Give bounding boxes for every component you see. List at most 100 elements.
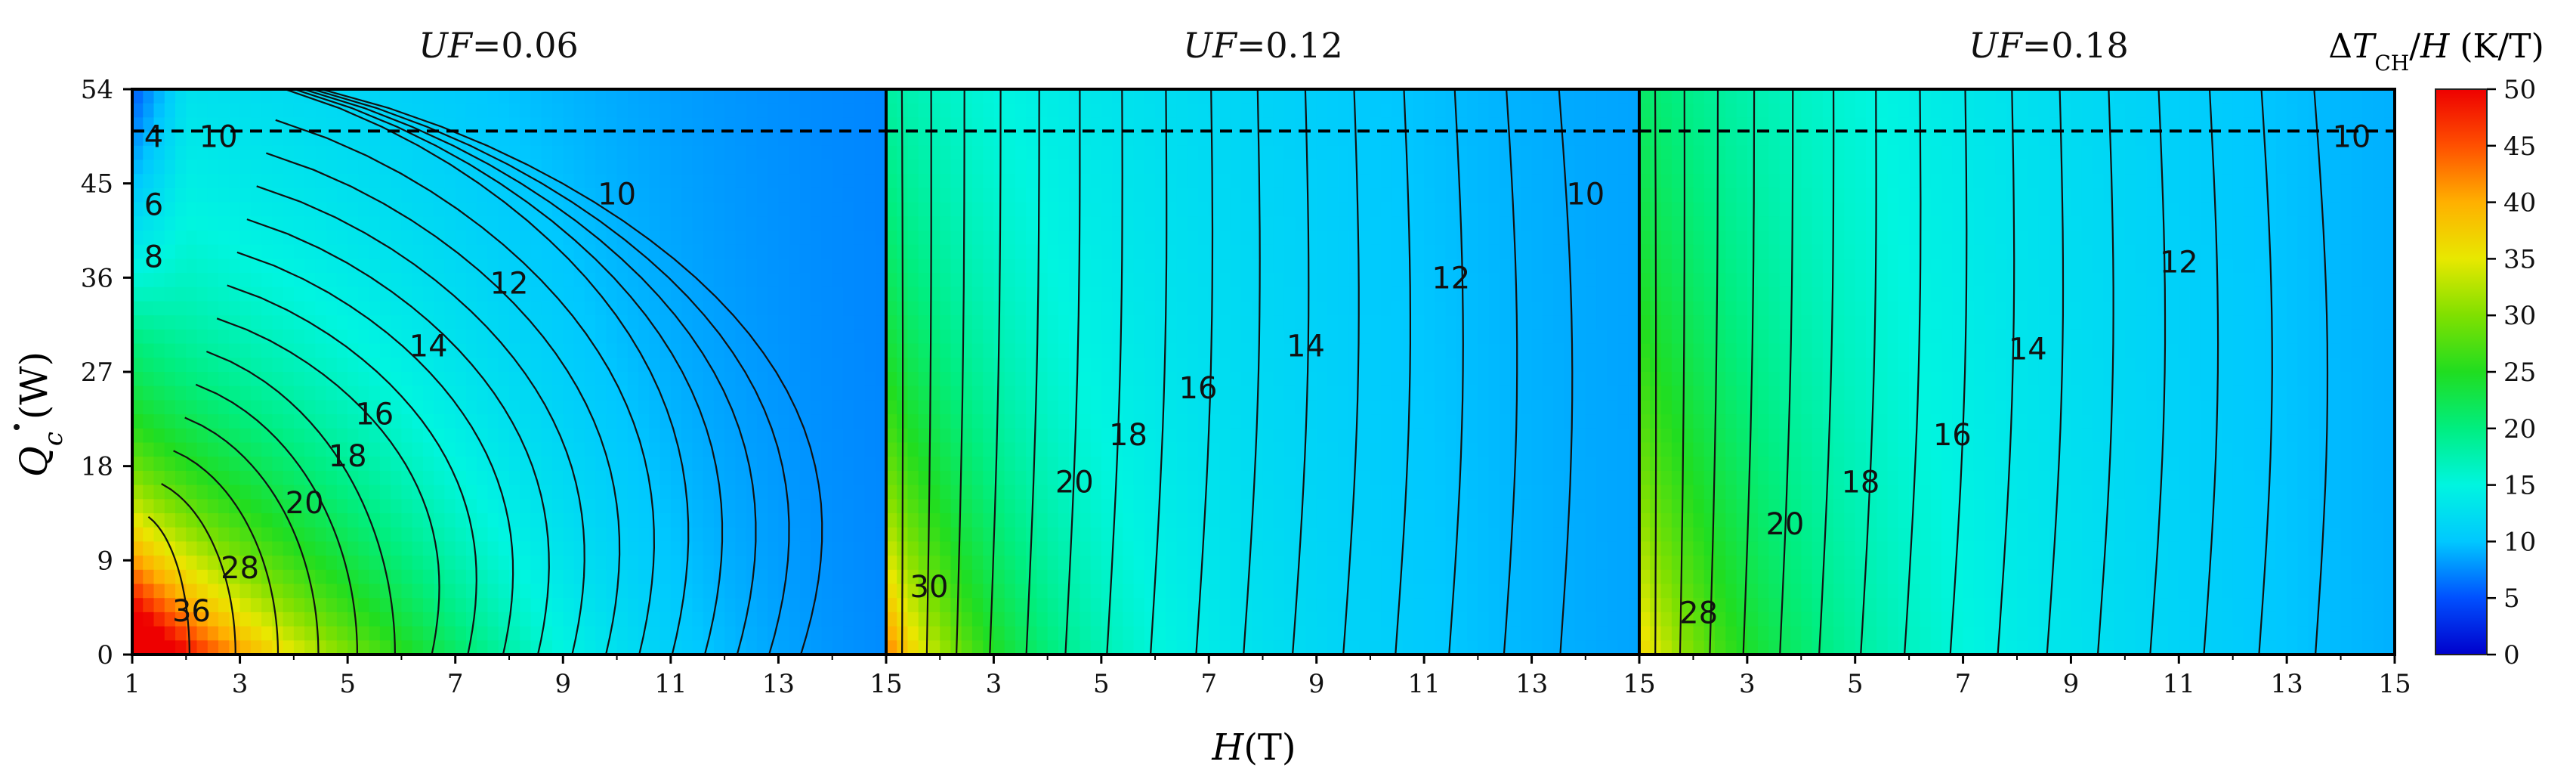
heat-cell xyxy=(703,145,715,161)
heat-cell xyxy=(983,457,995,472)
heat-cell xyxy=(713,513,725,528)
heat-cell xyxy=(434,117,446,132)
heat-cell xyxy=(1252,273,1264,288)
heat-cell xyxy=(1283,442,1296,457)
heat-cell xyxy=(218,132,230,147)
heat-cell xyxy=(196,286,208,302)
heat-cell xyxy=(1004,174,1016,189)
heat-cell xyxy=(143,414,155,429)
heat-cell xyxy=(1273,499,1285,514)
heat-cell xyxy=(670,315,682,330)
heat-cell xyxy=(1069,244,1081,260)
heat-cell xyxy=(638,513,650,528)
heat-cell xyxy=(1112,174,1124,189)
heat-cell xyxy=(918,117,930,132)
heat-cell xyxy=(412,89,424,104)
heat-cell xyxy=(186,442,198,457)
heat-cell xyxy=(573,414,585,429)
heat-cell xyxy=(164,470,176,486)
heat-cell xyxy=(1155,301,1167,316)
heat-cell xyxy=(993,598,1005,613)
heat-cell xyxy=(649,273,661,288)
heat-cell xyxy=(1166,527,1178,543)
heat-cell xyxy=(842,145,855,161)
heat-cell xyxy=(1348,286,1361,302)
heat-cell xyxy=(1166,329,1178,345)
heat-cell xyxy=(1338,541,1350,556)
heat-cell xyxy=(638,372,650,387)
heat-cell xyxy=(1080,273,1092,288)
heat-cell xyxy=(358,358,370,373)
heat-cell xyxy=(379,315,391,330)
heat-cell xyxy=(132,301,144,316)
heat-cell xyxy=(315,541,327,556)
heat-cell xyxy=(983,103,995,119)
heat-cell xyxy=(379,626,391,642)
heat-cell xyxy=(1445,414,1457,429)
heat-cell xyxy=(272,89,284,104)
heat-cell xyxy=(735,584,747,599)
heat-cell xyxy=(164,286,176,302)
heat-cell xyxy=(1176,640,1188,655)
heat-cell xyxy=(1359,244,1371,260)
heat-cell xyxy=(692,499,704,514)
heat-cell xyxy=(164,527,176,543)
heat-cell xyxy=(1381,414,1393,429)
heat-cell xyxy=(498,244,510,260)
heat-cell xyxy=(1155,640,1167,655)
heat-cell xyxy=(477,598,489,613)
heat-cell xyxy=(595,527,607,543)
heat-cell xyxy=(552,244,564,260)
heat-cell xyxy=(1166,640,1178,655)
heat-cell xyxy=(595,499,607,514)
heat-cell xyxy=(455,598,467,613)
heat-cell xyxy=(1187,202,1199,218)
heat-cell xyxy=(196,513,208,528)
heat-cell xyxy=(132,541,144,556)
heat-cell xyxy=(864,414,876,429)
heat-cell xyxy=(552,442,564,457)
heat-cell xyxy=(1187,286,1199,302)
heat-cell xyxy=(1004,499,1016,514)
heat-cell xyxy=(1133,301,1145,316)
heat-cell xyxy=(143,202,155,218)
heat-cell xyxy=(455,611,467,627)
heat-cell xyxy=(573,541,585,556)
heat-cell xyxy=(509,470,521,486)
heat-cell xyxy=(1359,343,1371,359)
heat-cell xyxy=(886,315,898,330)
heat-cell xyxy=(1348,117,1361,132)
heat-cell xyxy=(811,513,823,528)
heat-cell xyxy=(918,301,930,316)
heat-cell xyxy=(336,598,348,613)
heat-cell xyxy=(1004,513,1016,528)
heat-cell xyxy=(563,527,575,543)
heat-cell xyxy=(1123,259,1135,274)
heat-cell xyxy=(229,244,241,260)
heat-cell xyxy=(595,159,607,175)
heat-cell xyxy=(369,202,381,218)
heat-cell xyxy=(918,159,930,175)
heat-cell xyxy=(875,372,887,387)
heat-cell xyxy=(1424,556,1436,571)
heat-cell xyxy=(961,103,973,119)
heat-cell xyxy=(864,385,876,401)
heat-cell xyxy=(627,89,639,104)
heat-cell xyxy=(422,159,434,175)
heat-cell xyxy=(627,584,639,599)
heat-cell xyxy=(670,132,682,147)
heat-cell xyxy=(1047,569,1059,585)
heat-cell xyxy=(1295,556,1307,571)
heat-cell xyxy=(153,372,165,387)
heat-cell xyxy=(993,372,1005,387)
heat-cell xyxy=(1327,457,1339,472)
heat-cell xyxy=(746,103,758,119)
heat-cell xyxy=(563,273,575,288)
heat-cell xyxy=(1058,286,1070,302)
heat-cell xyxy=(703,273,715,288)
heat-cell xyxy=(1047,400,1059,415)
heat-cell xyxy=(1262,485,1274,500)
heat-cell xyxy=(821,301,833,316)
heat-cell xyxy=(1176,174,1188,189)
heat-cell xyxy=(552,315,564,330)
